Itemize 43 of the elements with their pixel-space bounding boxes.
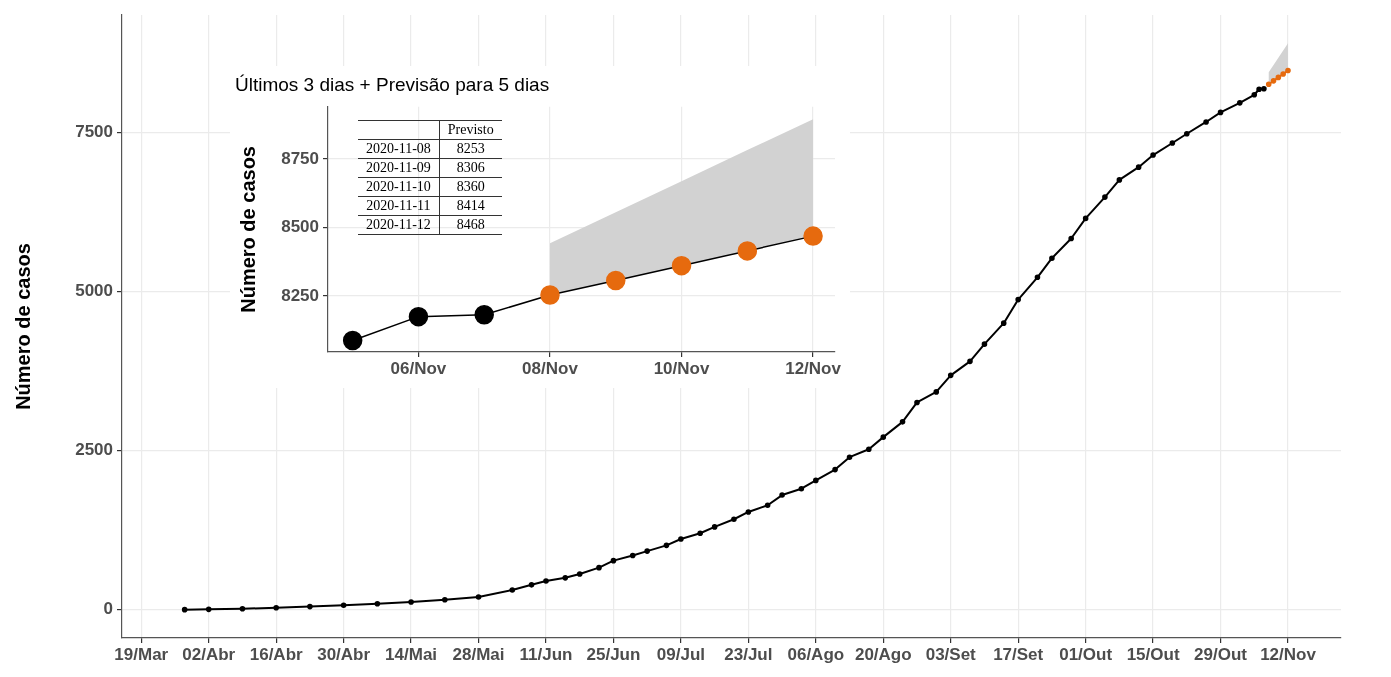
chart-title: Últimos 3 dias + Previsão para 5 dias [235,73,550,95]
x-tick-label: 20/Ago [854,644,912,664]
x-tick-label: 06/Ago [787,644,845,664]
x-tick-label: 06/Nov [390,358,447,378]
x-tick-label: 30/Abr [317,644,371,664]
x-tick-label: 17/Set [993,644,1044,664]
annotation: 2020-11-11 [358,196,440,216]
x-tick-label: 01/Out [1059,644,1113,664]
annotation: Previsto [446,121,495,139]
y-axis-title: Número de casos [236,146,259,313]
y-tick-label: 5000 [75,281,113,301]
y-tick-label: 2500 [75,440,113,460]
x-tick-label: 11/Jun [519,644,573,664]
y-tick-label: 8500 [281,217,319,237]
y-tick-label: 8750 [281,148,319,168]
annotation: 2020-11-09 [358,158,440,178]
annotation: 8360 [439,177,502,197]
x-tick-label: 28/Mai [452,644,505,664]
x-tick-label: 09/Jul [656,644,706,664]
x-tick-label: 23/Jul [724,644,773,664]
x-tick-label: 10/Nov [653,358,710,378]
x-tick-label: 29/Out [1194,644,1248,664]
x-tick-label: 25/Jun [586,644,641,664]
annotation: 2020-11-10 [358,177,440,197]
annotation: 8306 [439,158,502,178]
x-tick-label: 08/Nov [522,358,579,378]
x-tick-label: 12/Nov [785,358,842,378]
y-axis-title: Número de casos [11,243,34,410]
annotation: 8414 [439,196,502,216]
y-tick-label: 0 [103,599,113,619]
x-tick-label: 02/Abr [182,644,236,664]
x-tick-label: 16/Abr [249,644,304,664]
x-tick-label: 03/Set [925,644,977,664]
x-tick-label: 12/Nov [1260,644,1317,664]
annotation: 8253 [439,139,502,159]
annotation: 2020-11-08 [358,139,440,159]
x-tick-label: 15/Out [1126,644,1180,664]
x-tick-label: 14/Mai [385,644,438,664]
annotation: 2020-11-12 [358,215,440,235]
y-tick-label: 8250 [281,285,319,305]
annotation: 8468 [439,215,502,235]
y-tick-label: 7500 [75,121,113,141]
x-tick-label: 19/Mar [114,644,169,664]
